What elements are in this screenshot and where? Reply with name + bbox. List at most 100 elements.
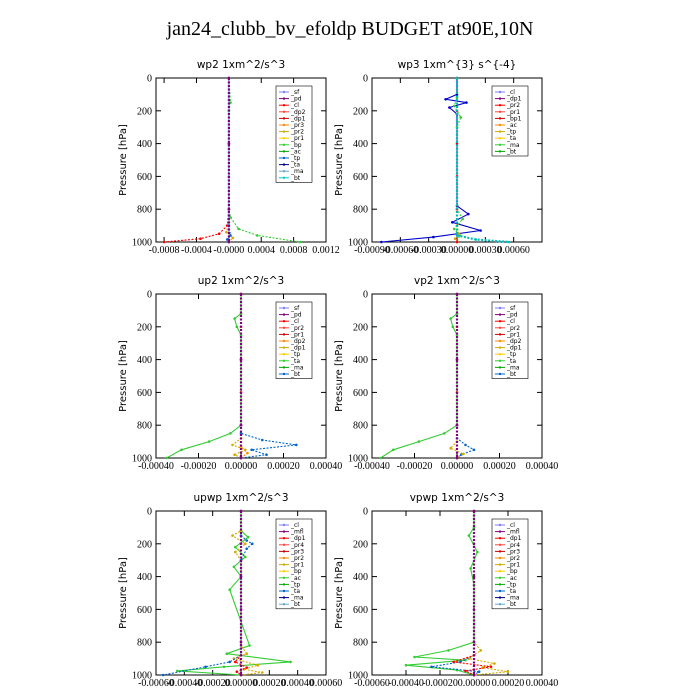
- legend-box: [275, 85, 313, 183]
- legend-marker: [498, 583, 502, 586]
- legend-marker: [282, 143, 286, 146]
- series-point: [234, 545, 237, 549]
- x-tick-label: -0.00020: [397, 461, 433, 472]
- legend-entry: _bt: [290, 601, 301, 608]
- legend-marker: [282, 556, 286, 560]
- legend-entry: _ta: [290, 162, 300, 169]
- series-point: [489, 665, 493, 669]
- series-point: [239, 292, 243, 296]
- legend-entry: _pr1: [290, 331, 304, 338]
- series-point: [199, 237, 202, 240]
- legend-marker: [498, 576, 502, 579]
- panel-title: vpwp 1xm^2/s^3: [410, 492, 505, 504]
- legend-marker: [498, 326, 502, 329]
- series-point: [244, 555, 247, 559]
- series-point: [231, 534, 234, 537]
- y-tick-label: 800: [353, 205, 368, 216]
- series-point: [472, 673, 476, 677]
- series-point: [459, 116, 463, 119]
- series-line: [455, 78, 509, 244]
- legend-marker: [498, 110, 502, 114]
- x-tick-label: 0.00030: [469, 245, 502, 256]
- legend-entry: _ac: [290, 148, 301, 155]
- y-axis-label: Pressure [hPa]: [334, 557, 345, 629]
- legend-entry: _pd: [506, 312, 518, 319]
- series-line: [456, 294, 476, 459]
- legend-entry: _dp1: [290, 535, 306, 542]
- legend-marker: [282, 333, 286, 336]
- series-point: [455, 358, 459, 361]
- panel-title: wp2 1xm^2/s^3: [197, 59, 285, 71]
- legend-entry: _dp1: [506, 345, 522, 352]
- series-point: [449, 317, 452, 320]
- legend-entry: _ac: [506, 122, 517, 129]
- y-tick-label: 0: [363, 507, 368, 518]
- y-tick-label: 600: [137, 388, 152, 399]
- legend-entry: _cl: [290, 102, 299, 109]
- legend-marker: [282, 359, 286, 362]
- series-line: [177, 511, 291, 676]
- legend-entry: _tp: [290, 155, 300, 162]
- series-point: [298, 240, 302, 244]
- legend-entry: _cl: [290, 522, 299, 529]
- legend-entry: _pr3: [290, 548, 304, 555]
- legend-entry: _dp1: [290, 345, 306, 352]
- x-tick-label: 0.00000: [458, 678, 491, 689]
- series-point: [227, 142, 231, 145]
- y-tick-label: 400: [137, 355, 152, 366]
- legend-marker: [282, 576, 286, 579]
- series-point: [255, 234, 259, 237]
- series-point: [239, 423, 243, 427]
- series-point: [452, 227, 456, 231]
- legend-marker: [282, 123, 286, 127]
- legend-entry: _dp1: [506, 535, 522, 542]
- y-tick-label: 800: [353, 638, 368, 649]
- series-point: [392, 448, 395, 452]
- series-line: [380, 294, 458, 459]
- x-tick-label: -0.00040: [354, 461, 390, 472]
- series-point: [239, 358, 243, 361]
- chart-panel-6: vpwp 1xm^2/s^3 Pressure [hPa] 0 200 400 600 80…: [334, 492, 558, 689]
- series-point: [161, 673, 165, 677]
- series-point: [472, 542, 476, 546]
- legend-marker: [282, 530, 286, 533]
- legend-marker: [282, 320, 286, 323]
- series-point: [417, 440, 421, 443]
- legend-marker: [282, 570, 286, 573]
- legend-marker: [498, 320, 502, 323]
- x-tick-label: -0.00040: [388, 678, 424, 689]
- legend-entry: _cl: [290, 318, 299, 325]
- legend-marker: [498, 313, 502, 316]
- legend-entry: _cl: [506, 318, 515, 325]
- series-point: [225, 652, 229, 655]
- y-axis-label: Pressure [hPa]: [118, 340, 129, 412]
- series-point: [464, 669, 467, 673]
- y-tick-label: 800: [353, 421, 368, 432]
- x-tick-label: -0.00030: [411, 245, 447, 256]
- series-point: [239, 542, 243, 546]
- series-point: [207, 440, 211, 443]
- x-tick-label: 0.00020: [483, 461, 516, 472]
- series-point: [239, 575, 243, 578]
- series-point: [467, 534, 471, 537]
- legend-marker: [498, 543, 502, 546]
- legend-marker: [498, 589, 502, 593]
- series-line: [467, 511, 509, 676]
- x-tick-label: -0.0004: [181, 245, 212, 256]
- x-tick-label: -0.00060: [138, 678, 174, 689]
- legend-marker: [498, 570, 502, 573]
- series-point: [265, 453, 268, 457]
- legend-entry: _pd: [290, 312, 302, 319]
- series-point: [162, 240, 166, 244]
- y-tick-label: 400: [137, 139, 152, 150]
- legend-marker: [282, 596, 286, 599]
- legend-entry: _ac: [506, 575, 517, 582]
- series-point: [256, 663, 260, 667]
- series-point: [217, 232, 221, 236]
- series-point: [225, 230, 228, 234]
- series-point: [474, 238, 478, 241]
- series-point: [237, 227, 240, 231]
- legend-marker: [282, 313, 286, 316]
- x-tick-label: -0.00090: [354, 245, 390, 256]
- legend-entry: _ac: [290, 575, 301, 582]
